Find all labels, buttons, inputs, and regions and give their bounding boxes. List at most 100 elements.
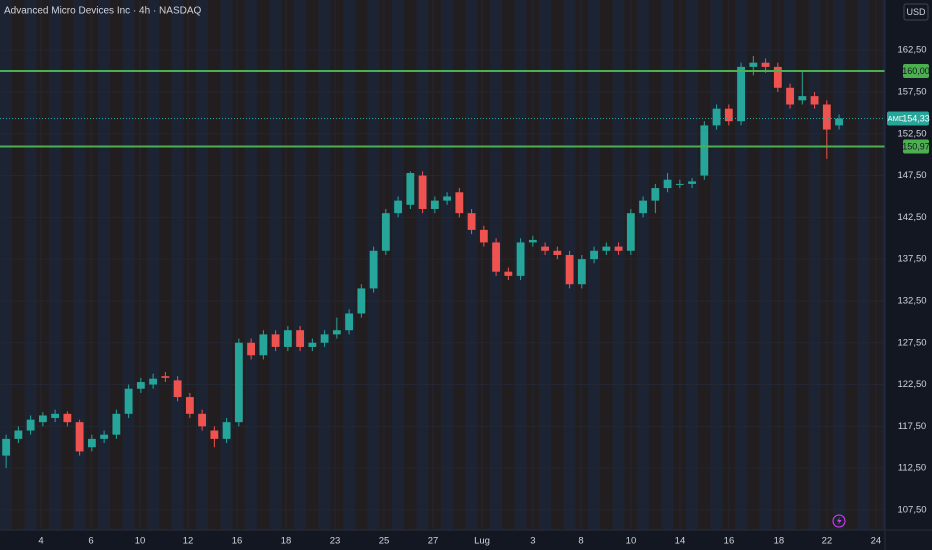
x-tick-label: 18 bbox=[774, 536, 785, 547]
candle-body bbox=[528, 239, 537, 243]
currency-label[interactable]: USD bbox=[906, 7, 926, 17]
candle-body bbox=[26, 419, 35, 431]
candle-body bbox=[63, 413, 72, 423]
candle-body bbox=[614, 246, 623, 251]
candle-body bbox=[136, 382, 145, 389]
x-tick-label: 25 bbox=[379, 536, 390, 547]
candle-body bbox=[112, 413, 121, 435]
candle-body bbox=[737, 66, 745, 122]
candle-body bbox=[798, 96, 807, 101]
candle-body bbox=[479, 229, 488, 243]
candle-body bbox=[369, 250, 378, 289]
level-label: 150,97 bbox=[902, 141, 930, 151]
x-tick-label: 24 bbox=[871, 536, 882, 547]
candle-body bbox=[663, 179, 672, 189]
x-tick-label: 3 bbox=[530, 536, 535, 547]
candle-body bbox=[394, 200, 403, 214]
y-tick-label: 122,50 bbox=[897, 379, 926, 390]
x-tick-label: 16 bbox=[232, 536, 243, 547]
x-tick-label: 18 bbox=[281, 536, 292, 547]
candle-body bbox=[516, 242, 525, 276]
candle-body bbox=[626, 213, 635, 251]
currency-button[interactable] bbox=[903, 3, 929, 21]
candle-body bbox=[381, 213, 390, 251]
x-tick-label: 16 bbox=[724, 536, 735, 547]
y-tick-label: 117,50 bbox=[898, 421, 926, 432]
x-tick-label: 10 bbox=[626, 536, 637, 547]
level-label: 160,00 bbox=[902, 66, 930, 76]
candle-body bbox=[87, 438, 96, 448]
candle-body bbox=[810, 96, 819, 105]
candle-body bbox=[700, 125, 709, 176]
x-tick-label: 4 bbox=[38, 536, 43, 547]
candle-body bbox=[308, 342, 317, 347]
event-icon[interactable] bbox=[832, 514, 846, 528]
candle-body bbox=[822, 104, 831, 130]
x-tick-label: 10 bbox=[135, 536, 146, 547]
candle-body bbox=[553, 250, 562, 255]
symbol-tag: AMD bbox=[888, 114, 905, 123]
candle-body bbox=[124, 388, 133, 414]
y-tick-label: 137,50 bbox=[897, 254, 926, 265]
candle-body bbox=[467, 213, 476, 230]
y-tick-label: 157,50 bbox=[897, 86, 926, 97]
candle-body bbox=[14, 430, 23, 439]
candle-body bbox=[345, 313, 354, 331]
y-tick-label: 107,50 bbox=[897, 504, 926, 515]
candle-body bbox=[430, 200, 439, 209]
x-tick-label: 22 bbox=[822, 536, 833, 547]
candle-body bbox=[565, 254, 574, 285]
y-tick-label: 142,50 bbox=[897, 212, 926, 223]
candle-body bbox=[185, 397, 194, 414]
candle-body bbox=[590, 250, 599, 260]
candle-body bbox=[247, 342, 256, 356]
candle-body bbox=[455, 192, 464, 214]
candle-body bbox=[75, 422, 84, 452]
y-tick-label: 132,50 bbox=[897, 295, 926, 306]
x-tick-label: 14 bbox=[675, 536, 686, 547]
candle-body bbox=[222, 422, 231, 439]
candle-body bbox=[259, 334, 268, 356]
candle-body bbox=[724, 108, 733, 122]
candle-body bbox=[577, 259, 586, 285]
x-tick-label: 27 bbox=[428, 536, 439, 547]
last-price-label: 154,33 bbox=[902, 113, 930, 123]
candle-body bbox=[210, 430, 219, 439]
x-tick-label: 23 bbox=[330, 536, 341, 547]
y-tick-label: 127,50 bbox=[897, 337, 926, 348]
candle-body bbox=[835, 118, 843, 126]
candle-body bbox=[712, 108, 721, 126]
candle-body bbox=[492, 242, 501, 272]
chart-title: Advanced Micro Devices Inc · 4h · NASDAQ bbox=[4, 6, 202, 17]
session-shading bbox=[0, 0, 885, 530]
level-label-box bbox=[903, 139, 929, 154]
candle-body bbox=[38, 415, 47, 423]
symbol-tag-box bbox=[887, 111, 905, 126]
candle-body bbox=[2, 438, 11, 456]
candle-body bbox=[541, 246, 550, 251]
candle-body bbox=[161, 376, 170, 378]
candle-body bbox=[51, 413, 60, 418]
candle-body bbox=[406, 173, 415, 205]
y-tick-label: 147,50 bbox=[897, 170, 926, 181]
candle-body bbox=[602, 246, 611, 251]
candle-body bbox=[100, 434, 109, 439]
candle-body bbox=[761, 62, 770, 67]
event-icon-bolt bbox=[837, 517, 842, 525]
candle-body bbox=[418, 175, 427, 209]
candle-body bbox=[504, 271, 513, 276]
candle-body bbox=[773, 66, 782, 88]
candle-body bbox=[651, 188, 660, 201]
candle-body bbox=[786, 87, 794, 105]
candle-body bbox=[149, 378, 158, 385]
candle-body bbox=[749, 62, 758, 67]
candle-body bbox=[173, 380, 182, 398]
candle-body bbox=[357, 288, 366, 314]
x-tick-label: 6 bbox=[88, 536, 93, 547]
y-tick-label: 152,50 bbox=[897, 128, 926, 139]
candle-body bbox=[283, 330, 292, 347]
level-label-box bbox=[903, 64, 929, 79]
x-tick-label: Lug bbox=[474, 536, 490, 547]
